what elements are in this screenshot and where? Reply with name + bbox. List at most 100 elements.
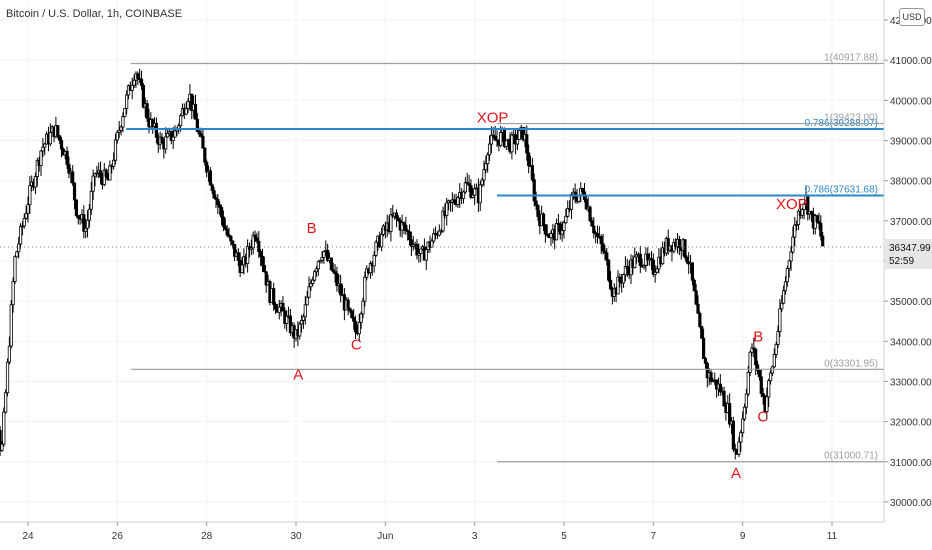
candle-up bbox=[7, 345, 11, 363]
candle-down bbox=[260, 255, 265, 266]
candle-up bbox=[164, 136, 168, 150]
candle-down bbox=[394, 212, 399, 219]
candle-down bbox=[605, 252, 609, 261]
time-axis-label: 11 bbox=[827, 531, 838, 542]
candle-down bbox=[608, 279, 613, 290]
time-axis-label: 7 bbox=[651, 531, 657, 542]
time-axis-label: 30 bbox=[290, 531, 302, 542]
currency-badge[interactable]: USD bbox=[899, 8, 925, 26]
price-axis-label: 33000.00 bbox=[890, 377, 932, 388]
candle-up bbox=[489, 134, 494, 145]
candle-up bbox=[85, 219, 90, 229]
candle-up bbox=[125, 94, 129, 109]
candle-down bbox=[493, 135, 497, 141]
candle-down bbox=[588, 206, 592, 222]
candle-down bbox=[136, 73, 140, 79]
candle-down bbox=[348, 307, 352, 312]
candle-down bbox=[709, 372, 713, 382]
candle-down bbox=[545, 233, 549, 236]
candle-down bbox=[329, 257, 333, 271]
candle-down bbox=[705, 362, 709, 379]
candle-down bbox=[56, 125, 60, 137]
candle-down bbox=[415, 243, 419, 256]
candle-down bbox=[541, 213, 546, 226]
candle-up bbox=[307, 286, 311, 298]
candle-up bbox=[119, 126, 123, 131]
candle-down bbox=[696, 303, 700, 314]
candle-up bbox=[9, 304, 13, 347]
candle-up bbox=[767, 380, 771, 398]
candle-up bbox=[623, 266, 628, 276]
candle-up bbox=[772, 354, 776, 368]
candle-up bbox=[802, 203, 806, 211]
candle-down bbox=[199, 133, 203, 137]
candle-down bbox=[203, 147, 207, 163]
candle-up bbox=[744, 393, 748, 408]
candle-down bbox=[754, 348, 758, 366]
candle-up bbox=[372, 254, 376, 267]
candle-up bbox=[789, 251, 793, 262]
candle-up bbox=[121, 116, 125, 128]
candle-up bbox=[796, 210, 801, 225]
candle-up bbox=[400, 222, 404, 231]
candle-down bbox=[74, 199, 78, 216]
candle-up bbox=[132, 79, 136, 86]
candle-up bbox=[419, 248, 423, 254]
candle-down bbox=[212, 190, 216, 199]
candle-up bbox=[13, 256, 17, 282]
candle-down bbox=[104, 169, 108, 177]
candle-down bbox=[272, 288, 276, 305]
candle-up bbox=[642, 264, 646, 268]
candle-down bbox=[452, 199, 456, 204]
candle-up bbox=[793, 224, 797, 238]
candle-up bbox=[482, 169, 486, 181]
candle-up bbox=[776, 331, 780, 345]
candle-down bbox=[755, 364, 760, 371]
candle-down bbox=[353, 320, 358, 333]
candle-up bbox=[301, 316, 306, 321]
candle-down bbox=[257, 240, 261, 252]
candle-up bbox=[251, 234, 255, 249]
candle-up bbox=[782, 290, 786, 304]
candle-down bbox=[59, 139, 64, 150]
candle-up bbox=[41, 146, 45, 152]
candle-down bbox=[722, 390, 726, 407]
candle-up bbox=[93, 173, 97, 177]
candle-up bbox=[456, 197, 460, 205]
candle-up bbox=[95, 172, 99, 175]
candle-down bbox=[690, 262, 695, 281]
candle-up bbox=[285, 315, 289, 324]
candle-up bbox=[621, 274, 626, 284]
wave-label: C bbox=[757, 409, 768, 426]
candle-up bbox=[737, 441, 741, 455]
price-axis-label: 34000.00 bbox=[890, 337, 932, 348]
candle-down bbox=[638, 253, 642, 266]
candle-up bbox=[246, 246, 250, 264]
candle-up bbox=[424, 249, 428, 261]
candle-down bbox=[195, 118, 199, 132]
candle-up bbox=[432, 233, 436, 242]
candle-down bbox=[601, 243, 605, 252]
candle-down bbox=[288, 315, 293, 334]
candle-down bbox=[406, 230, 410, 233]
candle-down bbox=[193, 103, 198, 120]
wave-label: XOP bbox=[776, 196, 808, 213]
candle-down bbox=[335, 273, 339, 286]
price-axis-label: 40000.00 bbox=[890, 96, 932, 107]
candle-down bbox=[154, 122, 159, 138]
candle-down bbox=[595, 233, 600, 237]
candle-down bbox=[208, 170, 212, 186]
candle-up bbox=[299, 320, 304, 325]
candle-up bbox=[748, 351, 752, 373]
candle-up bbox=[778, 308, 782, 332]
candle-up bbox=[48, 132, 52, 145]
candle-up bbox=[374, 241, 378, 256]
candle-down bbox=[532, 179, 536, 202]
time-axis-label: 28 bbox=[201, 531, 213, 542]
candle-up bbox=[774, 344, 778, 355]
candle-up bbox=[359, 313, 363, 323]
candle-down bbox=[534, 200, 538, 206]
candle-up bbox=[368, 263, 373, 274]
candle-up bbox=[357, 321, 361, 335]
